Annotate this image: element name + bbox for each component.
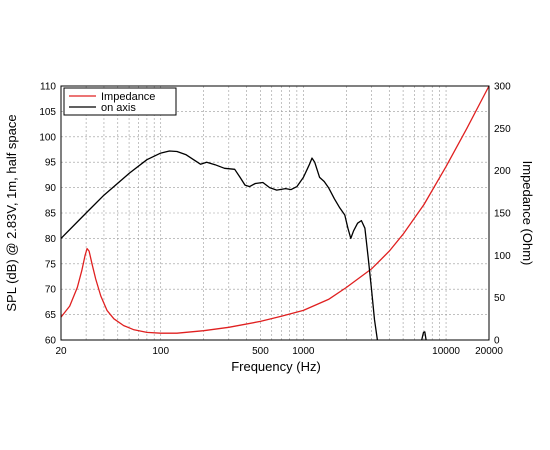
left-y-tick-label: 95 [45, 158, 57, 169]
right-y-tick-label: 200 [494, 166, 511, 177]
left-y-tick-label: 85 [45, 209, 57, 220]
series-line-on-axis [60, 150, 379, 341]
x-tick-label: 20 [55, 346, 67, 357]
x-axis-ticks: 20 100 500 1000 10000 20000 [55, 346, 503, 357]
left-y-axis-title: SPL (dB) @ 2.83V, 1m, half space [4, 114, 19, 311]
left-y-tick-label: 75 [45, 259, 57, 270]
legend-label-on-axis: on axis [101, 102, 136, 114]
x-tick-label: 1000 [292, 346, 315, 357]
data-series [60, 85, 490, 341]
legend-label-impedance: Impedance [101, 91, 155, 103]
left-y-axis-ticks: 60 65 70 75 80 85 90 95 100 105 110 [39, 82, 56, 347]
right-y-axis-ticks: 0 50 100 150 200 250 300 [494, 82, 511, 347]
series-line-impedance [60, 85, 490, 334]
left-y-tick-label: 80 [45, 234, 57, 245]
x-tick-label: 20000 [475, 346, 503, 357]
right-y-tick-label: 0 [494, 336, 500, 347]
plot-frame [60, 85, 490, 341]
x-axis-title: Frequency (Hz) [231, 359, 321, 374]
left-y-tick-label: 70 [45, 285, 57, 296]
left-y-tick-label: 105 [39, 107, 56, 118]
left-y-tick-label: 65 [45, 310, 57, 321]
left-y-tick-label: 100 [39, 132, 56, 143]
x-tick-label: 100 [152, 346, 169, 357]
right-y-tick-label: 300 [494, 82, 511, 93]
left-y-tick-label: 110 [40, 82, 56, 93]
x-tick-label: 500 [252, 346, 269, 357]
right-y-tick-label: 100 [494, 251, 511, 262]
right-y-tick-label: 50 [494, 293, 506, 304]
series-line-on-axis-segment [421, 331, 427, 341]
x-tick-label: 10000 [432, 346, 460, 357]
right-y-axis-title: Impedance (Ohm) [520, 161, 535, 266]
left-y-tick-label: 60 [45, 336, 57, 347]
legend-box [63, 87, 177, 116]
legend: Impedance on axis [63, 87, 177, 116]
left-y-tick-label: 90 [45, 183, 57, 194]
right-y-tick-label: 150 [494, 209, 511, 220]
right-y-tick-label: 250 [494, 124, 511, 135]
